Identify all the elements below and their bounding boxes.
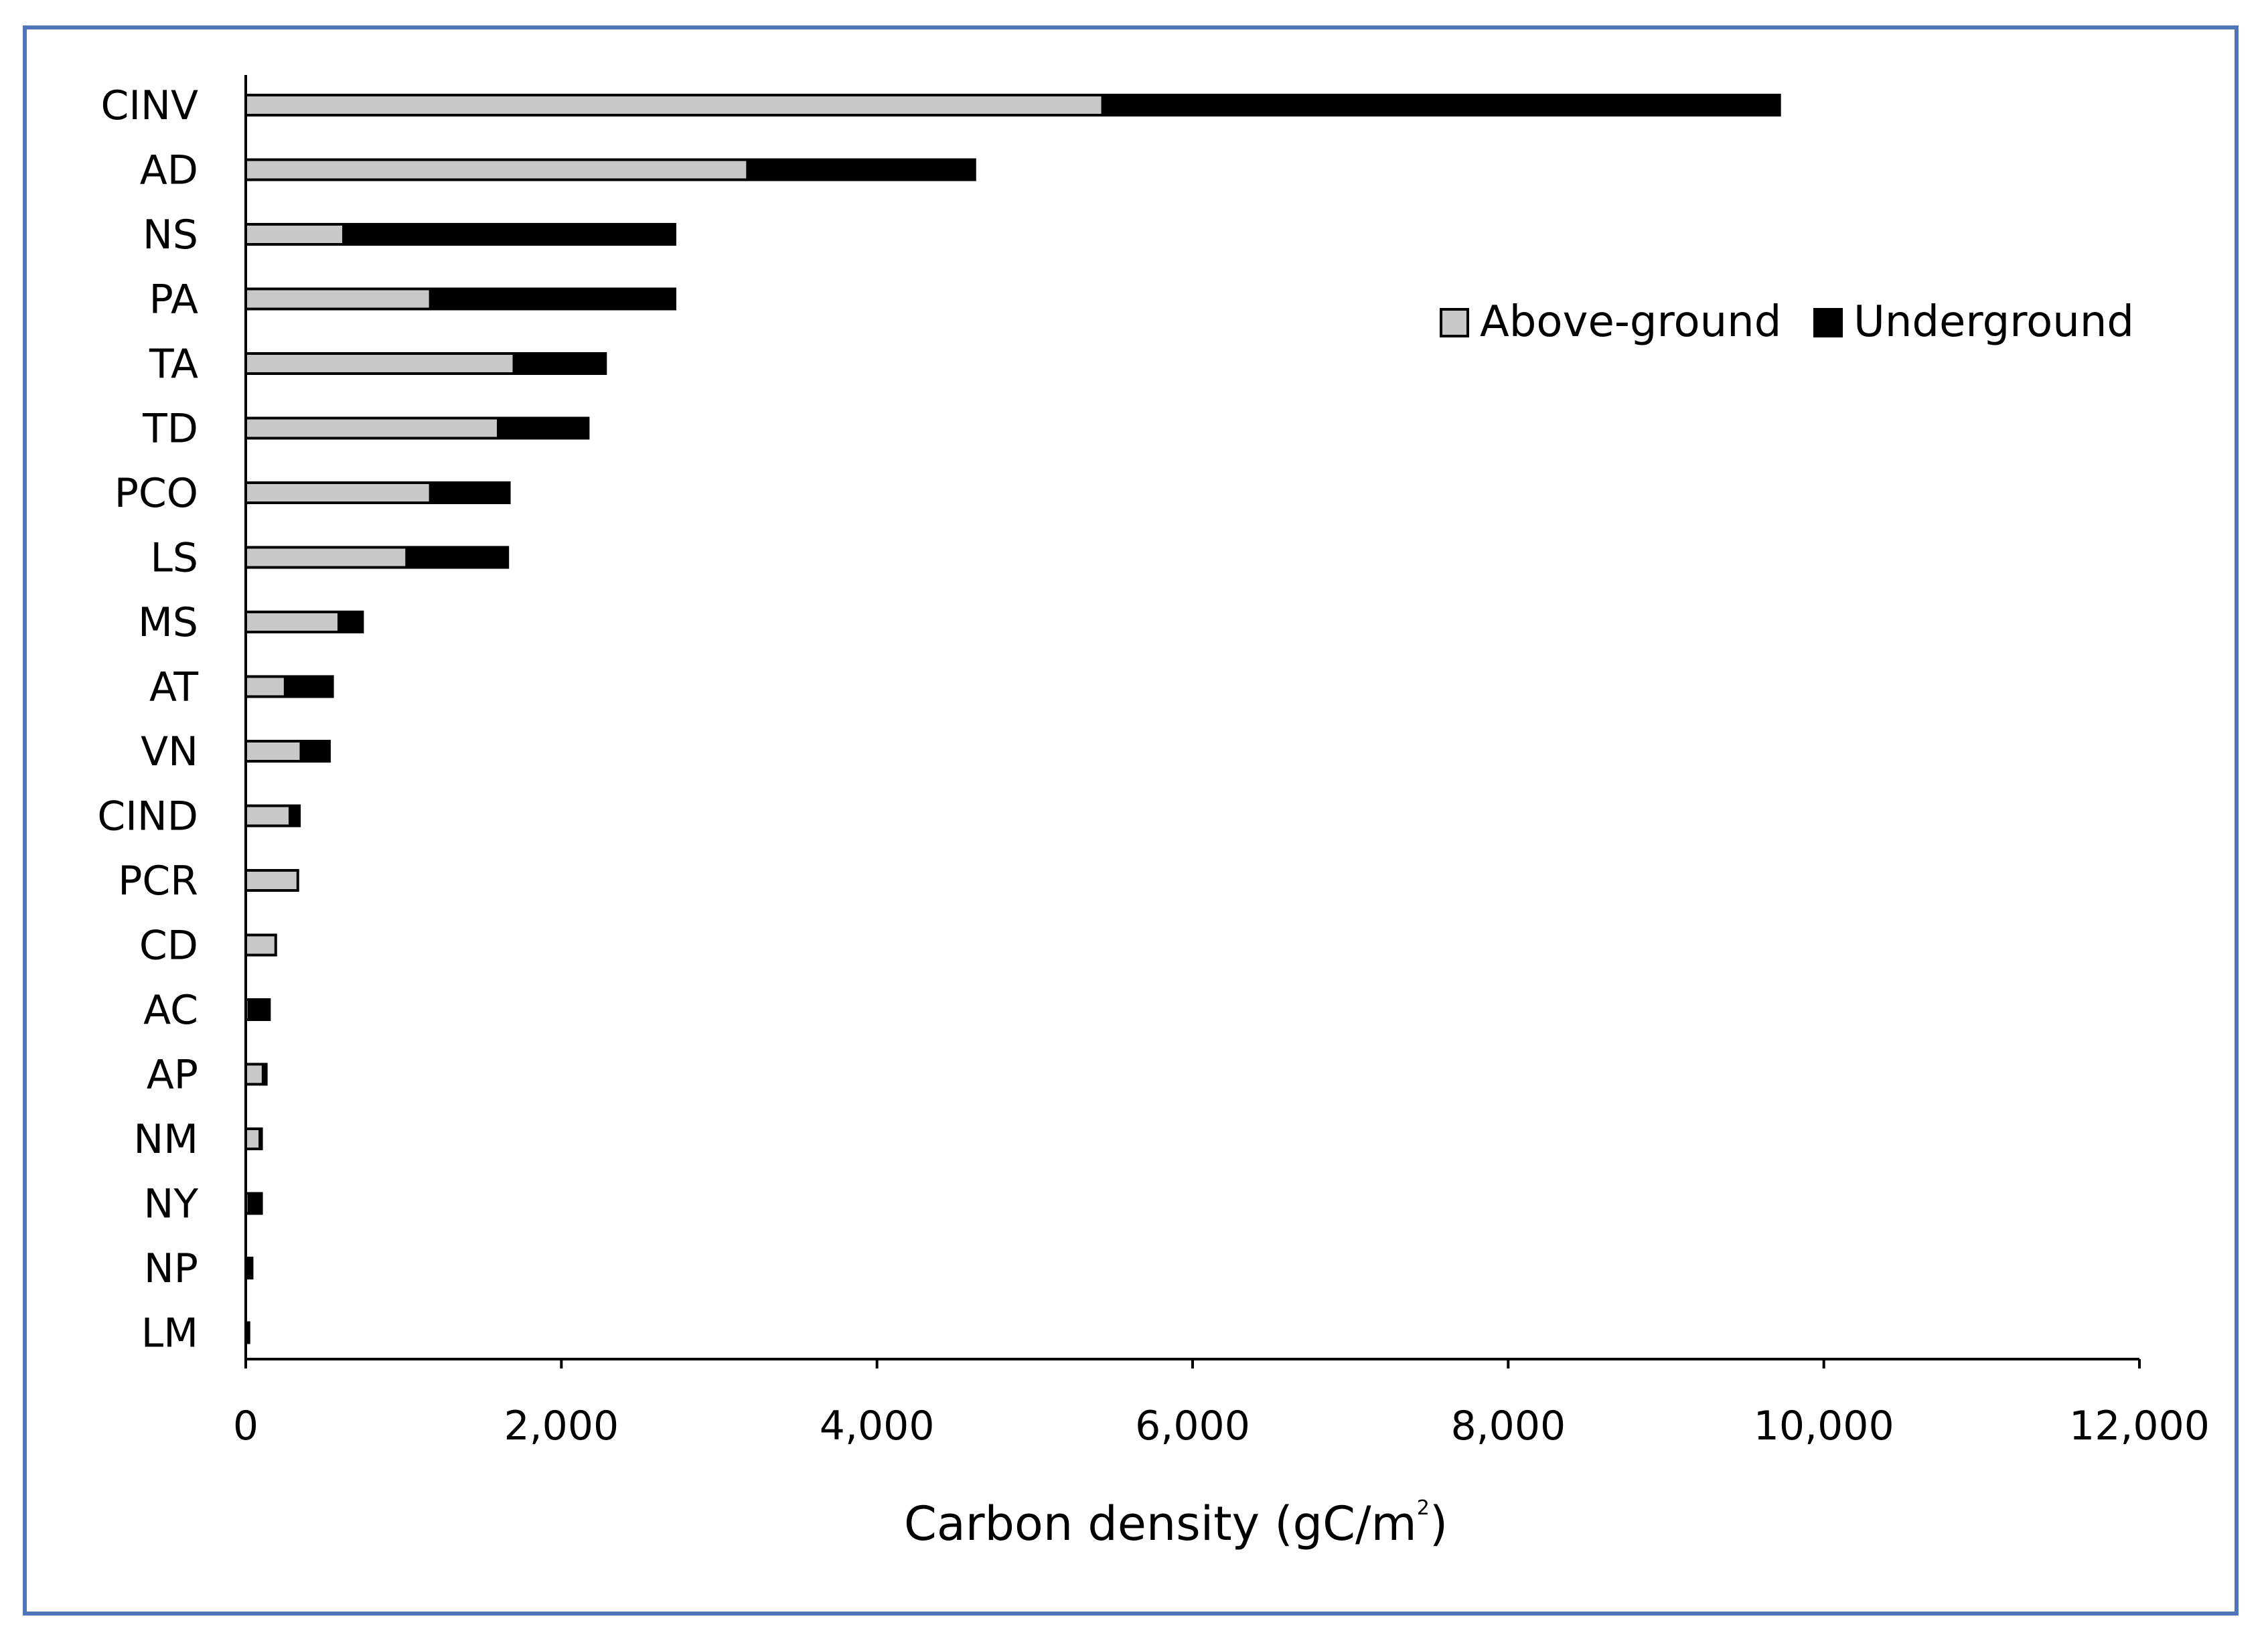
- bar-np-underground: [246, 1257, 254, 1279]
- bar-ta-underground: [512, 352, 607, 375]
- y-tick-label-at: AT: [149, 664, 198, 711]
- bar-cinv-above-ground: [244, 94, 1104, 116]
- x-axis-title-close: ): [1430, 1496, 1448, 1551]
- legend-swatch-underground: [1813, 308, 1843, 337]
- bar-pcr-above-ground: [244, 869, 299, 892]
- y-tick-label-pco: PCO: [115, 470, 198, 517]
- bar-cind-above-ground: [244, 804, 291, 828]
- y-tick-label-np: NP: [144, 1245, 198, 1292]
- bar-ad-underground: [746, 158, 976, 181]
- bar-at-underground: [283, 675, 334, 698]
- y-tick-label-pa: PA: [149, 277, 198, 323]
- y-tick-label-cind: CIND: [97, 793, 198, 840]
- bar-ta-above-ground: [244, 352, 516, 375]
- labels-layer: CINV AD NS PA TA TD PCO LS MS AT VN CIND PCR CD AC AP NM…: [97, 82, 2210, 1450]
- bar-ns-above-ground: [244, 223, 346, 246]
- bar-pa-above-ground: [244, 287, 432, 311]
- y-tick-label-ns: NS: [143, 212, 198, 258]
- bar-cind-underground: [288, 804, 301, 828]
- bar-ls-above-ground: [244, 546, 408, 569]
- x-tick-label-4000: 4,000: [820, 1403, 935, 1450]
- x-axis-title-sup: 2: [1417, 1496, 1430, 1520]
- legend-label-underground: Underground: [1854, 297, 2134, 347]
- bar-vn-above-ground: [244, 740, 303, 763]
- y-tick-label-td: TD: [142, 406, 198, 453]
- y-tick-label-nm: NM: [133, 1116, 198, 1163]
- x-tick-label-2000: 2,000: [504, 1403, 619, 1450]
- bar-ms-above-ground: [244, 611, 341, 633]
- bar-vn-underground: [299, 740, 331, 763]
- bar-cinv-underground: [1101, 94, 1781, 116]
- legend: Above-ground Underground: [1440, 297, 2134, 347]
- legend-swatch-above-ground: [1440, 308, 1469, 337]
- bar-pco-above-ground: [244, 481, 432, 504]
- bar-ny-underground: [247, 1192, 263, 1215]
- bar-cd-above-ground: [244, 933, 277, 957]
- legend-label-above-ground: Above-ground: [1480, 297, 1781, 347]
- x-tick-label-8000: 8,000: [1450, 1403, 1566, 1450]
- bar-ns-underground: [342, 223, 677, 246]
- bar-ms-underground: [337, 611, 364, 633]
- axes-layer: [244, 75, 2141, 1368]
- y-tick-label-cinv: CINV: [100, 82, 198, 129]
- bar-td-above-ground: [244, 416, 500, 440]
- y-tick-label-vn: VN: [141, 728, 198, 775]
- y-tick-label-ap: AP: [147, 1052, 198, 1099]
- bar-ap-underground: [261, 1063, 268, 1086]
- bar-pco-underground: [429, 481, 511, 504]
- x-tick-label-10000: 10,000: [1754, 1403, 1894, 1450]
- y-tick-label-ad: AD: [140, 147, 198, 194]
- y-tick-label-ny: NY: [143, 1181, 198, 1228]
- bar-ap-above-ground: [244, 1063, 264, 1086]
- x-tick-label-6000: 6,000: [1135, 1403, 1250, 1450]
- y-tick-label-ta: TA: [149, 341, 198, 388]
- y-tick-label-ac: AC: [143, 987, 198, 1034]
- bars-layer: [244, 94, 1781, 1344]
- y-tick-label-lm: LM: [141, 1310, 198, 1357]
- y-tick-label-cd: CD: [139, 923, 198, 969]
- bar-nm-above-ground: [244, 1127, 262, 1150]
- bar-ad-above-ground: [244, 158, 749, 181]
- bar-pa-underground: [429, 287, 677, 311]
- bar-ls-underground: [405, 546, 510, 569]
- x-axis-title-main: Carbon density (gC/m: [904, 1496, 1417, 1551]
- y-tick-label-pcr: PCR: [118, 858, 198, 905]
- bar-at-above-ground: [244, 675, 287, 698]
- x-axis-title: Carbon density (gC/m2): [904, 1496, 1448, 1551]
- y-tick-label-ls: LS: [150, 535, 198, 582]
- bar-nm-underground: [258, 1127, 263, 1150]
- x-tick-label-12000: 12,000: [2069, 1403, 2210, 1450]
- bar-td-underground: [497, 416, 590, 440]
- x-tick-label-0: 0: [233, 1403, 258, 1450]
- bar-ac-underground: [247, 998, 271, 1021]
- y-tick-label-ms: MS: [138, 599, 198, 646]
